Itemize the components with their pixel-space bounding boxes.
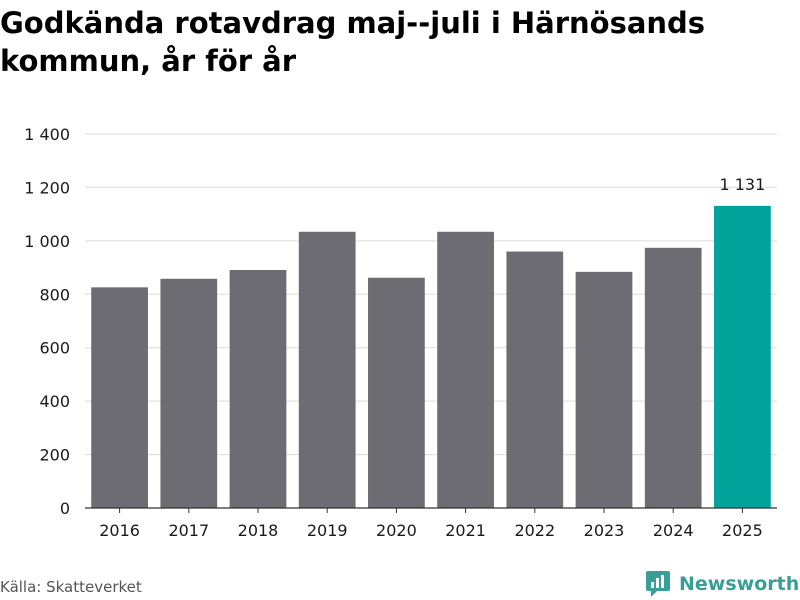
bar-2019 xyxy=(298,231,356,508)
y-tick-label: 1 200 xyxy=(24,178,70,197)
bar-2022 xyxy=(506,251,564,509)
labels: 0 200 400 600 800 1 000 1 200 1 400 2016 2017 2018… xyxy=(24,125,765,540)
x-tick-label: 2025 xyxy=(722,521,763,540)
bar-2025 xyxy=(714,205,771,508)
bar-2021 xyxy=(437,231,494,508)
brand-name: Newsworthy xyxy=(679,573,800,595)
y-tick-label: 1 400 xyxy=(24,125,70,144)
y-tick-label: 800 xyxy=(39,285,70,304)
source-note: Källa: Skatteverket xyxy=(0,578,142,596)
data-label: 1 131 xyxy=(719,175,765,194)
bar-2024 xyxy=(644,247,702,508)
y-tick-label: 200 xyxy=(39,446,70,465)
x-tick-label: 2024 xyxy=(653,521,694,540)
bar-2023 xyxy=(575,271,633,508)
x-tick-label: 2020 xyxy=(376,521,417,540)
bar-2017 xyxy=(160,278,218,508)
chart-title: Godkända rotavdrag maj--juli i Härnösand… xyxy=(0,6,706,78)
x-tick-label: 2016 xyxy=(99,521,140,540)
newsworthy-logo-icon xyxy=(646,571,670,597)
y-tick-label: 600 xyxy=(39,339,70,358)
brand[interactable]: Newsworthy xyxy=(645,568,800,600)
x-tick-label: 2023 xyxy=(584,521,625,540)
y-tick-label: 0 xyxy=(60,499,70,518)
x-tick-label: 2021 xyxy=(445,521,486,540)
bars xyxy=(91,205,771,509)
bar-2016 xyxy=(91,287,148,508)
x-tick-label: 2022 xyxy=(514,521,555,540)
x-tick-label: 2018 xyxy=(238,521,279,540)
axes xyxy=(85,507,777,513)
x-tick-label: 2019 xyxy=(307,521,348,540)
y-tick-label: 1 000 xyxy=(24,232,70,251)
x-tick-label: 2017 xyxy=(168,521,209,540)
y-tick-label: 400 xyxy=(39,392,70,411)
bar-2018 xyxy=(229,269,287,508)
bar-2020 xyxy=(368,277,425,508)
